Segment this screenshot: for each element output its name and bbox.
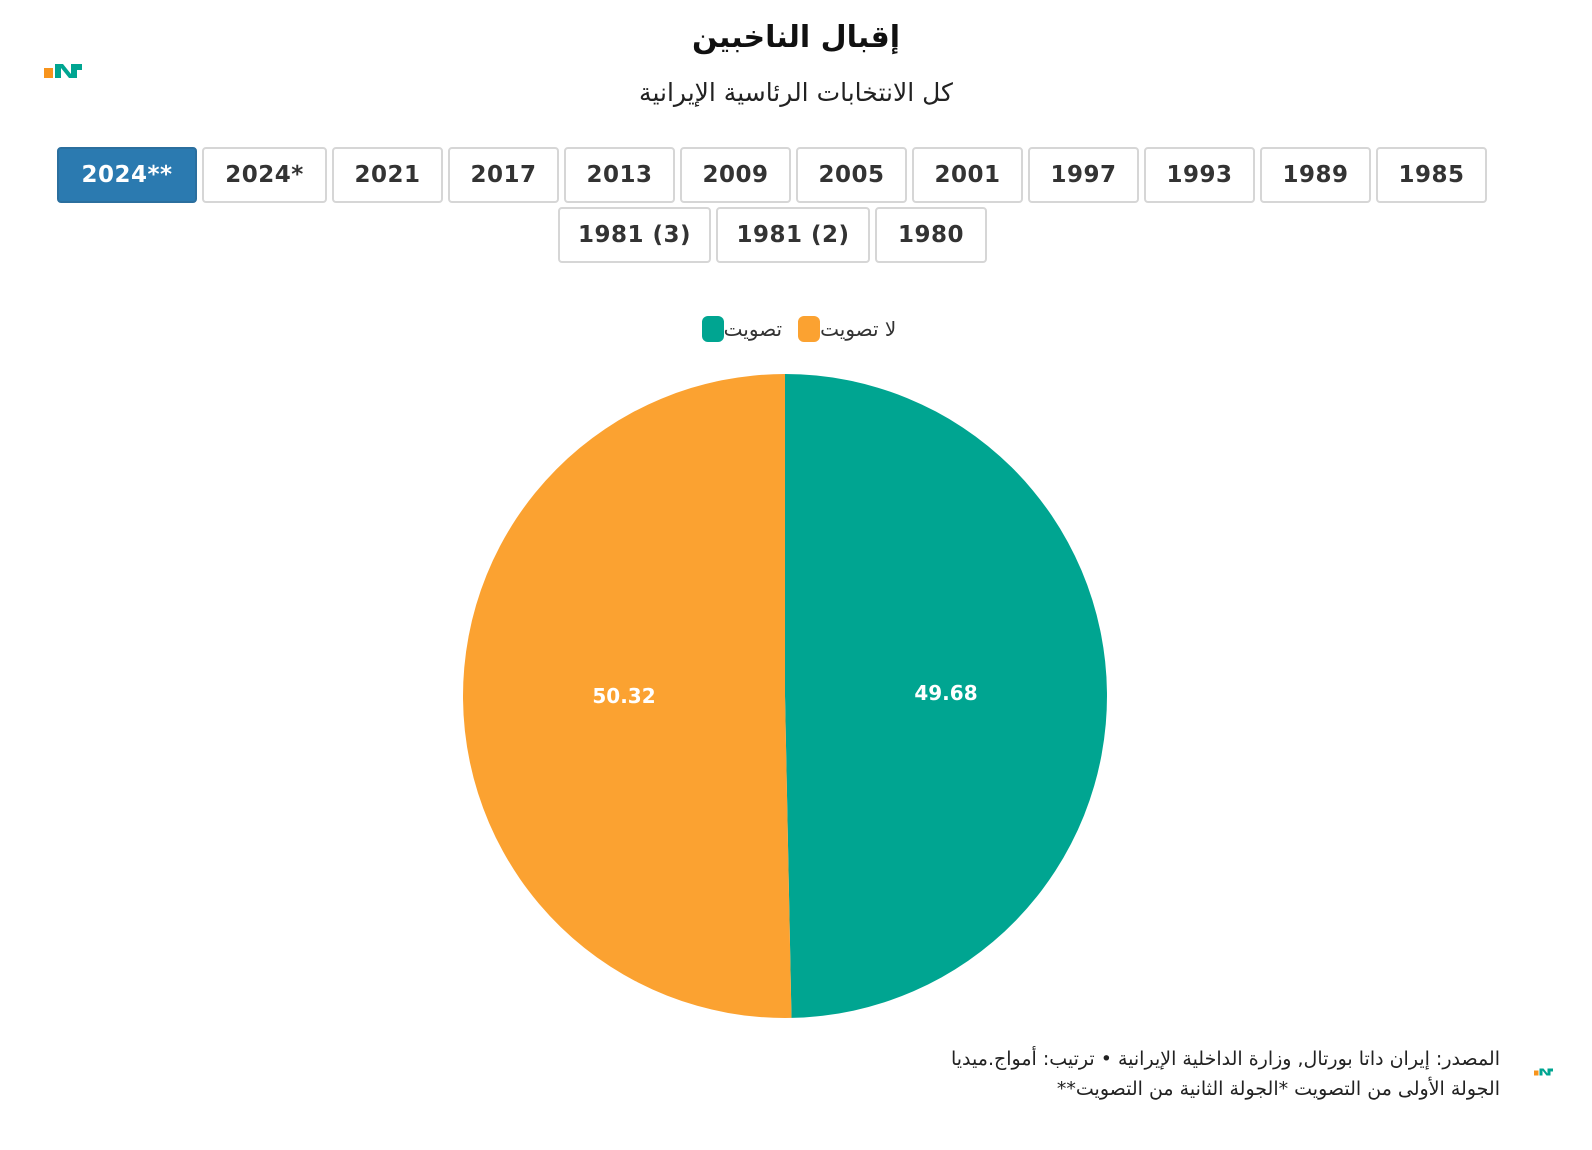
tab-1985[interactable]: 1985: [1376, 147, 1487, 203]
brand-logo-small-icon: [1534, 1068, 1553, 1076]
slice-value-label: 49.68: [914, 681, 977, 705]
slice-value-label: 50.32: [592, 684, 655, 708]
tab-1981-2[interactable]: 1981 (2): [716, 207, 870, 263]
legend-swatch: [798, 316, 821, 342]
tab-2013[interactable]: 2013: [564, 147, 675, 203]
tab-1981-3[interactable]: 1981 (3): [558, 207, 711, 263]
tab-1997[interactable]: 1997: [1028, 147, 1139, 203]
tab-1993[interactable]: 1993: [1144, 147, 1255, 203]
brand-logo-icon: [44, 64, 82, 78]
tab-2017[interactable]: 2017: [448, 147, 559, 203]
pie-slice[interactable]: [463, 374, 792, 1019]
legend-label: لا تصويت: [820, 317, 897, 341]
pie-slice[interactable]: [785, 374, 1108, 1018]
tab-2021[interactable]: 2021: [332, 147, 443, 203]
tab-2001[interactable]: 2001: [912, 147, 1023, 203]
tab-2005[interactable]: 2005: [796, 147, 907, 203]
source-note: المصدر: إيران داتا بورتال, وزارة الداخلي…: [950, 1048, 1500, 1070]
tab-2009[interactable]: 2009: [680, 147, 791, 203]
page-title: إقبال الناخبين: [691, 20, 901, 55]
tab-1989[interactable]: 1989: [1260, 147, 1371, 203]
page-subtitle: كل الانتخابات الرئاسية الإيرانية: [639, 78, 953, 107]
chart-footer: المصدر: إيران داتا بورتال, وزارة الداخلي…: [951, 1044, 1500, 1104]
round-note: الجولة الأولى من التصويت *الجولة الثانية…: [1056, 1078, 1500, 1100]
legend-item[interactable]: لا تصويت: [792, 316, 896, 342]
legend-label: تصويت: [723, 317, 783, 341]
tab-1980[interactable]: 1980: [875, 207, 987, 263]
tab-2024-round1[interactable]: 2024*: [202, 147, 327, 203]
legend-item[interactable]: تصويت: [696, 316, 782, 342]
chart-legend: لا تصويت تصويت: [0, 316, 1592, 342]
tab-2024-round2[interactable]: 2024**: [57, 147, 197, 203]
legend-swatch: [701, 316, 724, 342]
